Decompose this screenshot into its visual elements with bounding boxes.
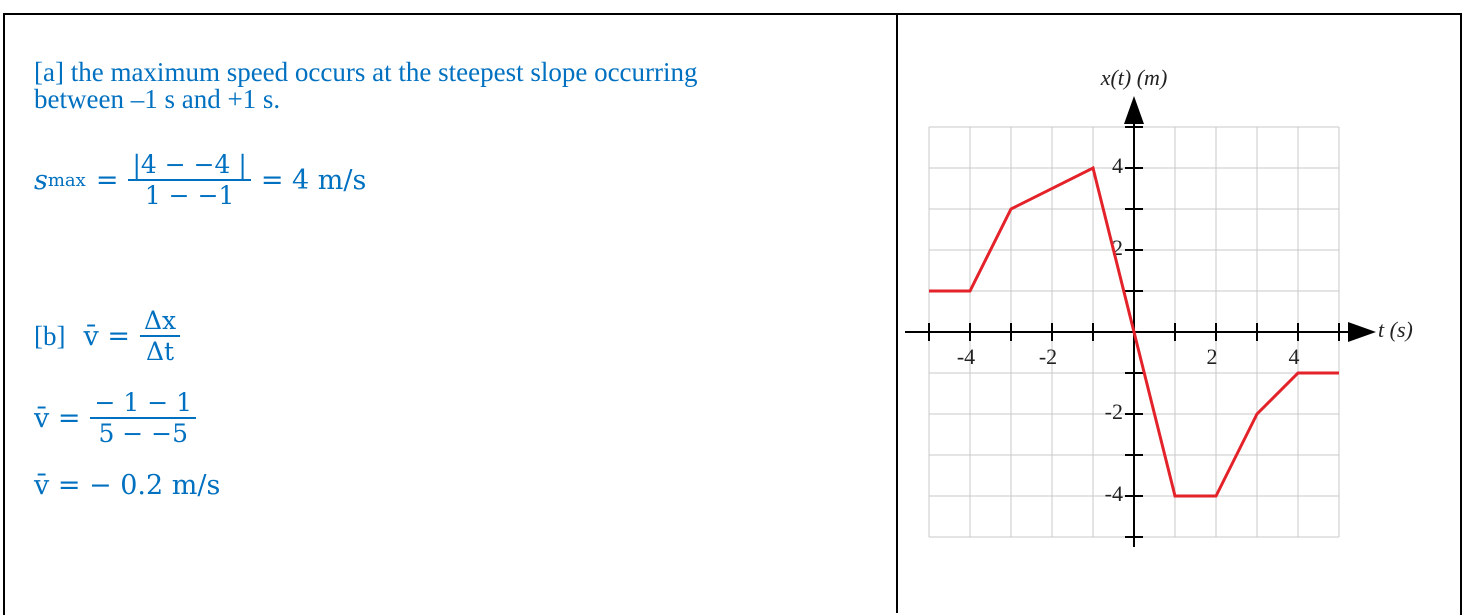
fraction: |4 − −4 | 1 − −1 (128, 150, 251, 210)
lhs: v̄ = (83, 320, 130, 352)
equals: = (95, 164, 119, 196)
symbol: s (34, 164, 48, 196)
subscript: max (47, 169, 86, 191)
denominator: 5 − −5 (98, 419, 189, 448)
y-tick-label: 4 (1112, 153, 1123, 178)
fraction: Δx Δt (139, 306, 181, 366)
x-tick-label: -4 (957, 344, 975, 369)
text-line: between –1 s and +1 s. (34, 84, 281, 114)
y-axis-label: x(t) (m) (1100, 65, 1168, 90)
y-tick-label: -4 (1105, 481, 1123, 506)
x-tick-label: 2 (1207, 344, 1218, 369)
text-line: [a] the maximum speed occurs at the stee… (34, 57, 698, 87)
label: [b] (34, 320, 66, 351)
numerator: |4 − −4 | (128, 150, 251, 181)
x-axis-label: t (s) (1378, 317, 1413, 342)
data-line (929, 165, 1339, 498)
formula: [b] v̄ = Δx Δt (34, 306, 190, 366)
cell-divider (896, 13, 898, 613)
denominator: 1 − −1 (144, 181, 235, 210)
formula: v̄ = − 0.2 m/s (34, 470, 221, 501)
y-tick-label: -2 (1105, 399, 1123, 424)
denominator: Δt (145, 337, 175, 366)
formula: s max = |4 − −4 | 1 − −1 = 4 m/s (34, 150, 366, 210)
result: = 4 m/s (260, 164, 367, 196)
table-border (3, 13, 1462, 615)
y-tick-label: 2 (1112, 235, 1123, 260)
x-tick-label: -2 (1039, 344, 1057, 369)
numerator: − 1 − 1 (90, 388, 197, 419)
lhs: v̄ = (34, 402, 81, 434)
numerator: Δx (139, 306, 181, 337)
x-tick-label: 4 (1289, 344, 1300, 369)
